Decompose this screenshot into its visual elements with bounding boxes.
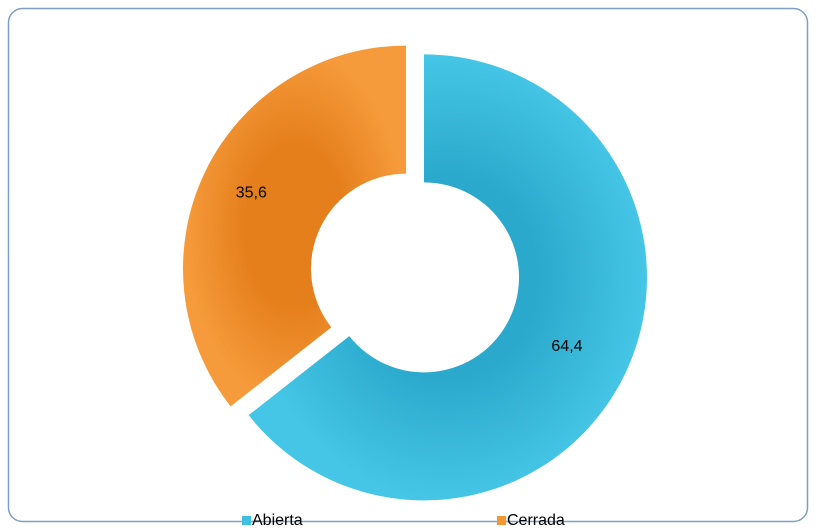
data-label: 35,6 [236,185,267,202]
donut-slice [248,54,647,501]
legend-label: Cerrada [507,512,565,529]
data-label: 64,4 [551,338,582,355]
legend-label: Abierta [252,512,303,529]
legend-swatch [242,516,251,525]
legend-swatch [497,516,506,525]
donut-slice [183,45,407,407]
